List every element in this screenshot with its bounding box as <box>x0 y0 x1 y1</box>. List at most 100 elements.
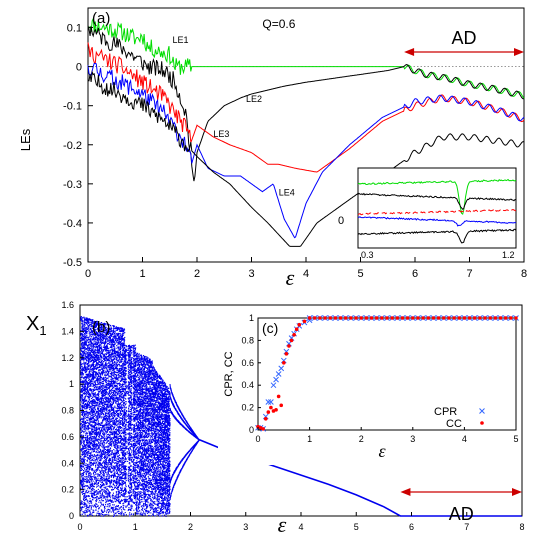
y-tick-label: -0.3 <box>63 179 82 191</box>
panel-a-ad-region: AD <box>404 28 524 56</box>
cc-point <box>284 352 289 356</box>
cc-point <box>400 316 405 320</box>
cpr-point <box>275 371 282 377</box>
y-tick-label: 1.6 <box>61 300 74 310</box>
series-label-le3: LE3 <box>213 129 229 139</box>
panel-a-inset: 0.3 1.2 0 <box>338 167 517 260</box>
cc-point <box>349 316 353 320</box>
inset-line <box>357 178 517 215</box>
cc-point <box>282 361 286 365</box>
cc-point <box>457 316 461 320</box>
cc-point <box>294 327 299 332</box>
series-label-le2: LE2 <box>246 94 262 104</box>
cc-point <box>292 333 296 337</box>
ad-label: AD <box>452 28 477 48</box>
y-tick-label: 1 <box>249 313 254 323</box>
y-tick-label: -0.4 <box>63 218 82 230</box>
y-tick-label: 0.4 <box>241 380 254 390</box>
cc-point <box>411 316 415 320</box>
y-tick-label: 0 <box>69 511 74 521</box>
series-le4-line <box>87 63 525 239</box>
x-tick-label: 7 <box>466 268 472 280</box>
cc-point <box>338 316 343 320</box>
cc-point <box>498 316 503 320</box>
cc-point <box>467 316 472 320</box>
inset-line <box>357 192 517 210</box>
cc-point <box>421 316 425 320</box>
inset-frame <box>357 167 517 249</box>
y-tick-label: 1.2 <box>61 353 74 363</box>
panel-b-ad-region: AD <box>400 488 522 524</box>
inset-x-tick-left: 0.3 <box>361 250 374 260</box>
cc-point <box>395 316 400 320</box>
cc-point <box>354 316 358 320</box>
x-tick-label: 1 <box>307 434 312 444</box>
cc-point <box>503 316 508 320</box>
series-labels: LE1 LE2 LE3 LE4 <box>172 35 294 197</box>
panel-c-x-axis-label: ε <box>378 441 386 461</box>
panel-c-data <box>255 315 519 432</box>
cc-point <box>287 344 291 348</box>
cpr-point <box>265 399 272 405</box>
legend-cpr-label: CPR <box>434 406 457 418</box>
cc-point <box>488 316 492 320</box>
panel-a-data <box>87 16 525 247</box>
y-tick-label: 1 <box>69 379 74 389</box>
inset-data <box>357 178 517 244</box>
cc-point <box>344 316 348 320</box>
y-tick-label: -0.2 <box>63 140 82 152</box>
series-le3-line <box>87 42 525 173</box>
y-tick-label: 0.6 <box>61 432 74 442</box>
legend-cc-marker <box>480 421 484 425</box>
panel-b-y-axis-label: X1 <box>26 313 47 338</box>
cc-point <box>473 316 477 320</box>
cc-point <box>274 408 278 412</box>
y-tick-label: 0.2 <box>241 403 254 413</box>
cc-point <box>318 316 322 320</box>
bifurcation-periodic-branches <box>169 384 200 500</box>
legend-cpr-x <box>479 408 485 414</box>
x-tick-label: 2 <box>359 434 364 444</box>
ad-arrow-right-head <box>514 48 524 56</box>
cc-point <box>405 316 410 320</box>
series-le1-line <box>87 16 525 99</box>
cc-point <box>369 316 374 320</box>
cc-point <box>307 316 312 320</box>
cc-point <box>313 316 317 320</box>
y-label-subscript: 1 <box>39 323 46 338</box>
x-tick-label: 6 <box>409 522 414 532</box>
x-tick-label: 5 <box>354 522 359 532</box>
y-tick-label: 0.6 <box>241 358 254 368</box>
series-le5-line <box>87 70 525 247</box>
y-tick-label: 0.1 <box>67 23 82 35</box>
x-tick-label: 6 <box>412 268 418 280</box>
x-tick-label: 5 <box>513 434 518 444</box>
cpr-point <box>273 376 279 383</box>
cc-point <box>364 316 369 320</box>
y-tick-label: -0.5 <box>63 257 82 269</box>
x-tick-label: 0 <box>255 434 260 444</box>
cc-point <box>385 316 389 320</box>
bifurcation-chaotic-band <box>80 316 171 517</box>
ad-arrow-left-head <box>404 48 415 56</box>
cc-point <box>289 338 294 343</box>
inset-y-tick-zero: 0 <box>338 215 344 227</box>
inset-line <box>357 208 516 216</box>
q-annotation: Q=0.6 <box>262 17 295 31</box>
legend-cc-dot <box>480 421 484 425</box>
cc-point <box>323 316 327 320</box>
inset-x-tick-right: 1.2 <box>502 250 515 260</box>
cc-point <box>447 316 451 320</box>
x-tick-label: 3 <box>410 434 415 444</box>
x-tick-label: 4 <box>462 434 467 444</box>
y-tick-label: 0.8 <box>61 406 74 416</box>
series-le2-line <box>87 25 524 182</box>
panel-a-ticks: 0 1 2 3 4 5 6 7 8 0.1 0 -0.1 -0.2 -0.3 -0.4 -0.5 <box>63 23 527 280</box>
cc-point <box>478 316 482 320</box>
y-tick-label: 0 <box>249 425 254 435</box>
cc-point <box>390 316 394 320</box>
x-tick-label: 3 <box>243 522 248 532</box>
panel-b-x-axis-label: ε <box>278 512 287 537</box>
x-tick-label: 2 <box>188 522 193 532</box>
